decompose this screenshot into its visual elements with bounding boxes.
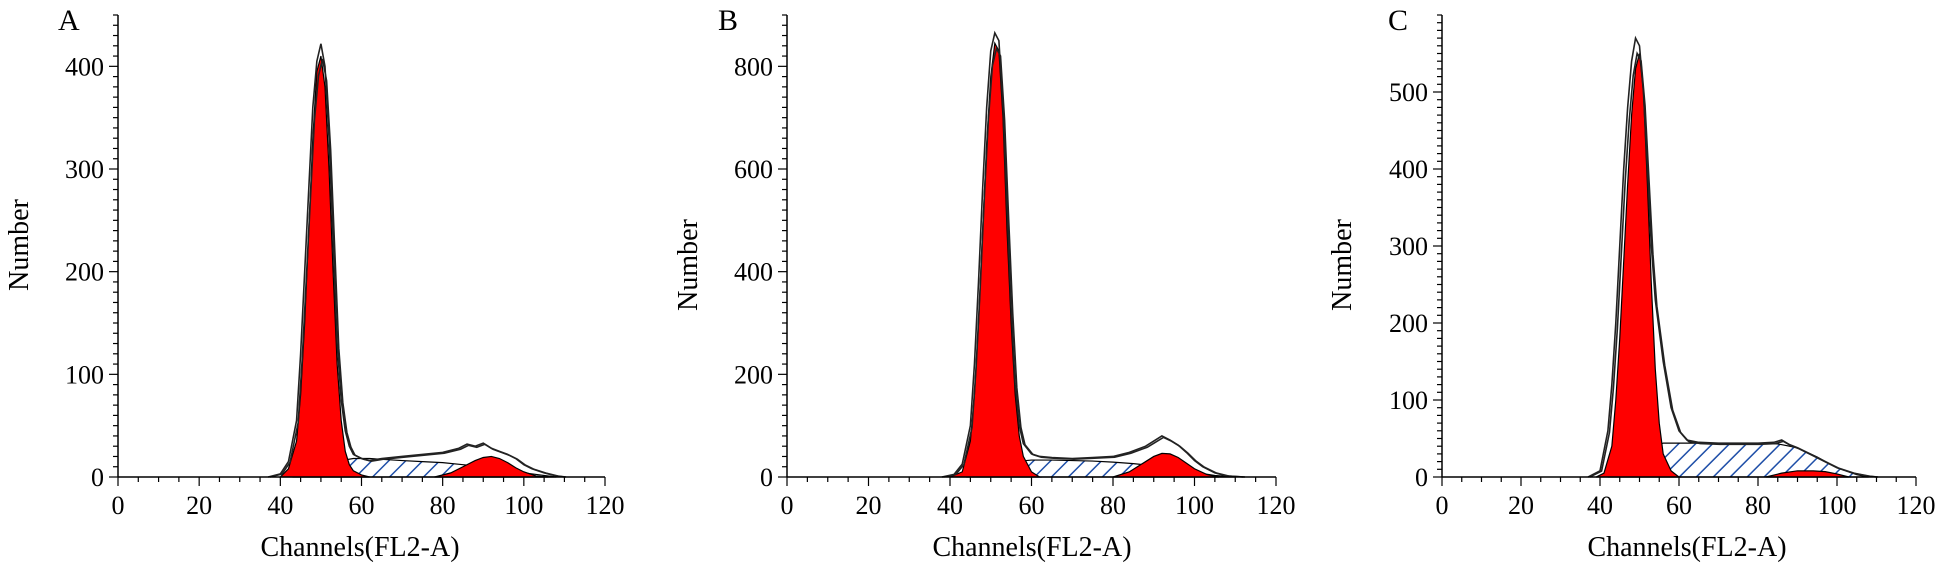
x-tick-label: 80 — [430, 491, 456, 520]
y-tick-label: 200 — [1389, 309, 1428, 338]
y-tick-label: 400 — [65, 52, 104, 81]
x-tick-label: 20 — [186, 491, 212, 520]
y-tick-label: 600 — [734, 155, 773, 184]
histogram-outline — [1589, 51, 1879, 478]
y-tick-label: 0 — [91, 463, 104, 492]
x-tick-label: 60 — [349, 491, 375, 520]
y-tick-label: 500 — [1389, 78, 1428, 107]
x-tick-label: 40 — [267, 491, 293, 520]
x-tick-label: 100 — [1818, 491, 1857, 520]
x-tick-label: 40 — [937, 491, 963, 520]
panel-b: 0 200 400 600 800 0 20 40 60 80 100 120 B Number Ch… — [673, 4, 1296, 563]
panel-letter: B — [718, 4, 738, 37]
y-axis-title: Number — [4, 198, 35, 290]
G1-peak-fill — [278, 55, 370, 478]
x-tick-label: 120 — [586, 491, 625, 520]
y-tick-label: 0 — [760, 463, 773, 492]
y-tick-label: 100 — [65, 360, 104, 389]
x-tick-label: 120 — [1897, 491, 1936, 520]
x-tick-label: 0 — [112, 491, 125, 520]
x-axis-title: Channels(FL2-A) — [1587, 532, 1786, 563]
G1-peak-fill — [1595, 53, 1681, 478]
G2M-peak-fill — [434, 455, 549, 478]
x-tick-label: 20 — [1508, 491, 1534, 520]
G1-peak-fill — [949, 41, 1042, 478]
y-tick-label: 400 — [734, 258, 773, 287]
y-tick-label: 0 — [1415, 463, 1428, 492]
plot-area: 0 100 200 300 400 0 20 40 60 80 100 120 — [65, 14, 625, 520]
x-tick-label: 120 — [1257, 491, 1296, 520]
plot-area: 0 100 200 300 400 500 0 20 40 60 80 100 120 — [1389, 14, 1936, 520]
x-tick-label: 40 — [1587, 491, 1613, 520]
plot-area: 0 200 400 600 800 0 20 40 60 80 100 120 — [734, 14, 1296, 520]
panel-letter: A — [58, 4, 80, 37]
x-tick-label: 100 — [1175, 491, 1214, 520]
y-axis-title: Number — [1327, 218, 1358, 310]
panel-a: 0 100 200 300 400 0 20 40 60 80 100 120 A Number Ch… — [4, 4, 625, 563]
panel-c: 0 100 200 300 400 500 0 20 40 60 80 100 120 C Number… — [1327, 4, 1936, 563]
x-tick-label: 0 — [1436, 491, 1449, 520]
y-tick-label: 400 — [1389, 155, 1428, 184]
y-tick-label: 300 — [65, 155, 104, 184]
y-tick-label: 800 — [734, 52, 773, 81]
x-axis-title: Channels(FL2-A) — [932, 532, 1131, 563]
y-tick-label: 300 — [1389, 232, 1428, 261]
x-tick-label: 0 — [781, 491, 794, 520]
y-tick-label: 200 — [734, 360, 773, 389]
x-tick-label: 20 — [856, 491, 882, 520]
x-tick-label: 60 — [1666, 491, 1692, 520]
x-tick-label: 60 — [1019, 491, 1045, 520]
histogram-outline — [269, 58, 567, 478]
y-tick-label: 100 — [1389, 386, 1428, 415]
y-axis-title: Number — [673, 218, 704, 310]
x-tick-label: 100 — [504, 491, 543, 520]
x-tick-label: 80 — [1745, 491, 1771, 520]
x-tick-label: 80 — [1100, 491, 1126, 520]
panel-letter: C — [1388, 4, 1408, 37]
G2M-peak-fill — [1112, 452, 1220, 478]
histogram-outline — [943, 46, 1246, 478]
x-axis-title: Channels(FL2-A) — [260, 532, 459, 563]
y-tick-label: 200 — [65, 258, 104, 287]
